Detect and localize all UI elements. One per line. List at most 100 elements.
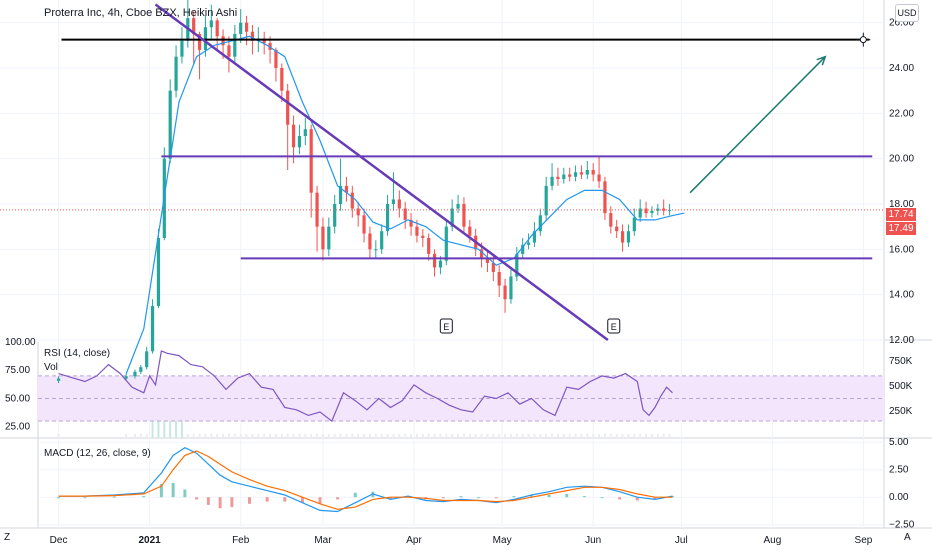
candle-body	[192, 18, 196, 34]
macd-histogram-bar	[142, 496, 146, 498]
candle-body	[526, 242, 531, 245]
volume-bar	[521, 434, 524, 438]
volume-bar	[192, 434, 195, 438]
macd-histogram-bar	[635, 497, 639, 501]
volume-tick-label: 500K	[889, 381, 913, 392]
macd-histogram-bar	[195, 497, 199, 500]
volume-bar	[421, 434, 424, 438]
candle-body	[291, 124, 296, 148]
candle-body	[550, 176, 554, 186]
volume-bar	[486, 434, 489, 438]
volume-bar	[627, 434, 630, 438]
candle-body	[215, 20, 219, 37]
candle-body	[344, 185, 349, 193]
axes-layer: Dec 2021 Feb Mar Apr May Jun Jul Aug Sep 26.00 24.0…	[5, 18, 915, 546]
grid-layer	[0, 0, 932, 529]
candle-body	[597, 174, 601, 182]
volume-bar	[333, 434, 336, 438]
earnings-marker-q2-box	[607, 318, 621, 334]
volume-bar	[551, 434, 554, 438]
x-tick-label: Aug	[763, 535, 781, 546]
candle-body	[585, 170, 589, 175]
price-tick-label: 16.00	[889, 244, 914, 255]
candle-body	[368, 233, 372, 250]
candle-body	[444, 226, 448, 261]
volume-bar	[280, 434, 283, 438]
macd-histogram-bar	[653, 497, 657, 500]
candle-body	[568, 174, 572, 177]
candle-body	[432, 253, 437, 268]
macd-histogram-bar	[353, 492, 357, 498]
x-tick-label: Jun	[585, 535, 601, 546]
macd-histogram-bar	[206, 497, 210, 505]
candle-body	[515, 253, 519, 277]
volume-bar	[363, 434, 366, 438]
volume-bar	[562, 434, 565, 438]
candle-body	[650, 210, 654, 214]
auto-scale-button[interactable]: A	[904, 532, 911, 543]
candle-body	[538, 215, 542, 232]
macd-histogram-bar	[389, 497, 392, 500]
volume-bar	[210, 434, 213, 438]
candle-body	[244, 22, 249, 32]
macd-histogram-bar	[459, 496, 463, 498]
macd-histogram-bar	[530, 495, 533, 498]
volume-bar	[368, 434, 371, 438]
candle-body	[609, 213, 613, 227]
currency-badge[interactable]: USD	[895, 4, 919, 22]
candle-body	[415, 226, 419, 236]
macd-histogram-bar	[265, 497, 269, 502]
candle-body	[338, 185, 343, 204]
candle-body	[579, 172, 584, 175]
volume-bar	[445, 434, 448, 438]
candle-body	[491, 262, 495, 272]
volume-bar	[125, 434, 128, 438]
volume-bar	[427, 434, 430, 438]
volume-bar	[462, 434, 465, 438]
candle-body	[532, 231, 537, 243]
macd-histogram-bar	[318, 497, 322, 504]
moving-average-line	[125, 35, 685, 375]
candle-body	[203, 27, 208, 50]
candle-body	[174, 56, 178, 91]
volume-bar	[263, 434, 266, 438]
volume-bar	[245, 434, 248, 438]
volume-bar	[216, 434, 219, 438]
price-tick-label: 22.00	[889, 108, 914, 119]
volume-bar	[656, 434, 659, 438]
candle-body	[544, 185, 548, 216]
rsi-tick-label: 50.00	[5, 393, 30, 404]
price-tick-label: 24.00	[889, 63, 914, 74]
volume-bar	[415, 434, 418, 438]
projection-arrow-line	[689, 56, 826, 194]
x-tick-label: Sep	[855, 535, 873, 546]
volume-tick-label: 750K	[889, 356, 913, 367]
timezone-button[interactable]: Z	[4, 532, 11, 543]
macd-title: MACD (12, 26, close, 9)	[44, 448, 151, 459]
candle-body	[356, 208, 360, 216]
volume-bar	[251, 434, 254, 438]
volume-bar	[316, 434, 319, 438]
candle-body	[209, 20, 213, 28]
volume-title: Vol	[44, 362, 58, 373]
volume-bar	[498, 434, 501, 438]
x-tick-label: May	[493, 535, 512, 546]
volume-bar	[198, 434, 201, 438]
macd-tick-label: 0.00	[889, 492, 909, 503]
candle-body	[562, 174, 566, 180]
candle-body	[239, 22, 243, 34]
volume-bar	[451, 434, 454, 438]
candle-body	[145, 351, 149, 368]
candle-body	[197, 34, 202, 50]
volume-bar	[609, 434, 612, 438]
candle-body	[124, 376, 128, 379]
candle-body	[615, 226, 619, 232]
candle-body	[644, 208, 648, 214]
price-tick-label: 14.00	[889, 290, 914, 301]
macd-histogram-bar	[171, 482, 175, 498]
volume-bar	[574, 434, 577, 438]
volume-bar	[662, 434, 665, 438]
price-tick-label: 18.00	[889, 199, 914, 210]
candle-body	[156, 238, 161, 306]
